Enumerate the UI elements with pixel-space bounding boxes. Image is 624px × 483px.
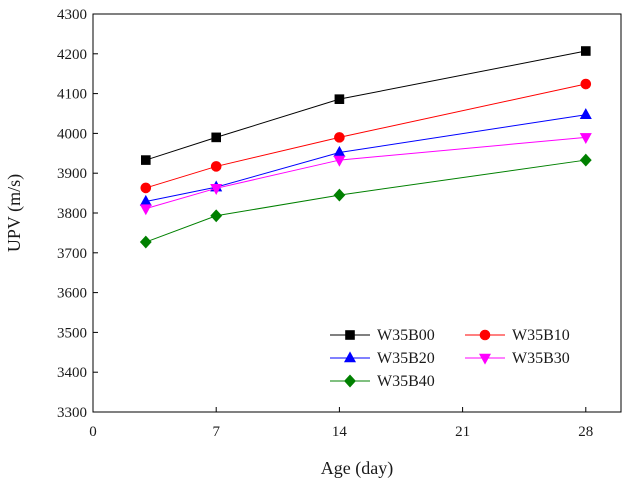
x-tick-label: 7	[212, 424, 220, 440]
series-line-w35b30	[145, 136, 586, 210]
y-tick-label: 3800	[57, 206, 87, 222]
y-tick-label: 4000	[57, 126, 87, 142]
x-tick-label: 14	[332, 424, 348, 440]
legend-label: W35B40	[377, 373, 435, 390]
data-point-w35b30	[579, 133, 592, 145]
x-tick-label: 0	[89, 424, 97, 440]
y-tick-label: 4300	[57, 7, 87, 23]
y-tick-label: 3600	[57, 286, 87, 302]
data-point-w35b30	[333, 155, 346, 167]
legend: W35B00 W35B10 W35B20 W35B30 W35B40	[330, 327, 570, 390]
legend-label: W35B00	[377, 327, 435, 344]
y-axis-title: UPV (m/s)	[4, 174, 25, 252]
data-series	[139, 46, 592, 249]
legend-marker	[478, 353, 492, 365]
data-point-w35b00	[334, 94, 345, 104]
legend-marker	[479, 329, 491, 341]
data-point-w35b10	[334, 132, 345, 143]
series-w35b40	[139, 153, 592, 249]
legend-marker	[345, 330, 355, 340]
data-point-w35b40	[139, 235, 152, 249]
data-point-w35b00	[211, 132, 221, 143]
data-point-w35b10	[140, 182, 152, 194]
legend-label: W35B10	[512, 327, 570, 344]
data-point-w35b30	[210, 184, 223, 195]
data-point-w35b10	[210, 161, 222, 172]
legend-item-w35b00: W35B00	[330, 327, 435, 344]
data-point-w35b10	[580, 78, 592, 90]
data-point-w35b20	[579, 108, 592, 119]
y-tick-label: 4200	[57, 47, 87, 63]
y-tick-label: 4100	[57, 87, 87, 103]
legend-marker	[343, 351, 357, 363]
legend-label: W35B30	[512, 350, 570, 367]
data-point-w35b40	[579, 153, 592, 167]
y-tick-label: 3300	[57, 405, 87, 421]
legend-marker	[344, 374, 356, 388]
series-line-w35b00	[145, 50, 586, 161]
x-tick-label: 28	[578, 424, 593, 440]
series-w35b30	[139, 133, 592, 216]
data-point-w35b00	[141, 155, 151, 165]
legend-item-w35b10: W35B10	[465, 327, 570, 344]
data-point-w35b40	[210, 209, 223, 223]
y-axis: 3300 3400 3500 3600 3700 3800 3900 4000 4100 4200…	[57, 7, 98, 421]
data-point-w35b30	[139, 204, 152, 216]
y-tick-label: 3500	[57, 325, 87, 341]
legend-item-w35b20: W35B20	[330, 350, 435, 367]
series-line-w35b20	[145, 114, 586, 202]
series-w35b10	[140, 78, 592, 194]
y-tick-label: 3700	[57, 246, 87, 262]
legend-item-w35b30: W35B30	[465, 350, 570, 367]
data-point-w35b00	[580, 46, 591, 56]
x-axis-title: Age (day)	[321, 458, 393, 479]
x-axis: 0 7 14 21 28	[89, 407, 593, 440]
legend-item-w35b40: W35B40	[330, 373, 435, 390]
legend-label: W35B20	[377, 350, 435, 367]
series-line-w35b40	[145, 159, 586, 243]
series-w35b00	[141, 46, 591, 165]
series-line-w35b10	[145, 83, 586, 189]
y-tick-label: 3400	[57, 365, 87, 381]
data-point-w35b40	[333, 188, 346, 202]
x-tick-label: 21	[455, 424, 470, 440]
y-tick-label: 3900	[57, 166, 87, 182]
